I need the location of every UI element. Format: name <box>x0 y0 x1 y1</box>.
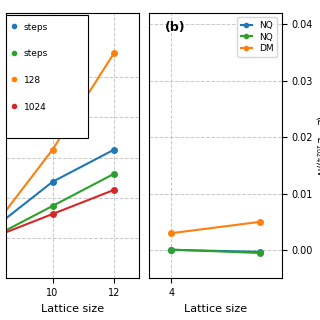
X-axis label: Lattice size: Lattice size <box>184 304 247 314</box>
Text: steps: steps <box>24 50 48 59</box>
Y-axis label: $(E - E_{1024})/N$: $(E - E_{1024})/N$ <box>313 115 320 177</box>
FancyBboxPatch shape <box>6 15 88 138</box>
Text: 1024: 1024 <box>24 103 46 112</box>
Text: (b): (b) <box>165 21 186 34</box>
Legend: NQ, NQ, DM: NQ, NQ, DM <box>237 17 277 57</box>
Text: 128: 128 <box>24 76 41 85</box>
X-axis label: Lattice size: Lattice size <box>41 304 104 314</box>
Text: steps: steps <box>24 23 48 32</box>
